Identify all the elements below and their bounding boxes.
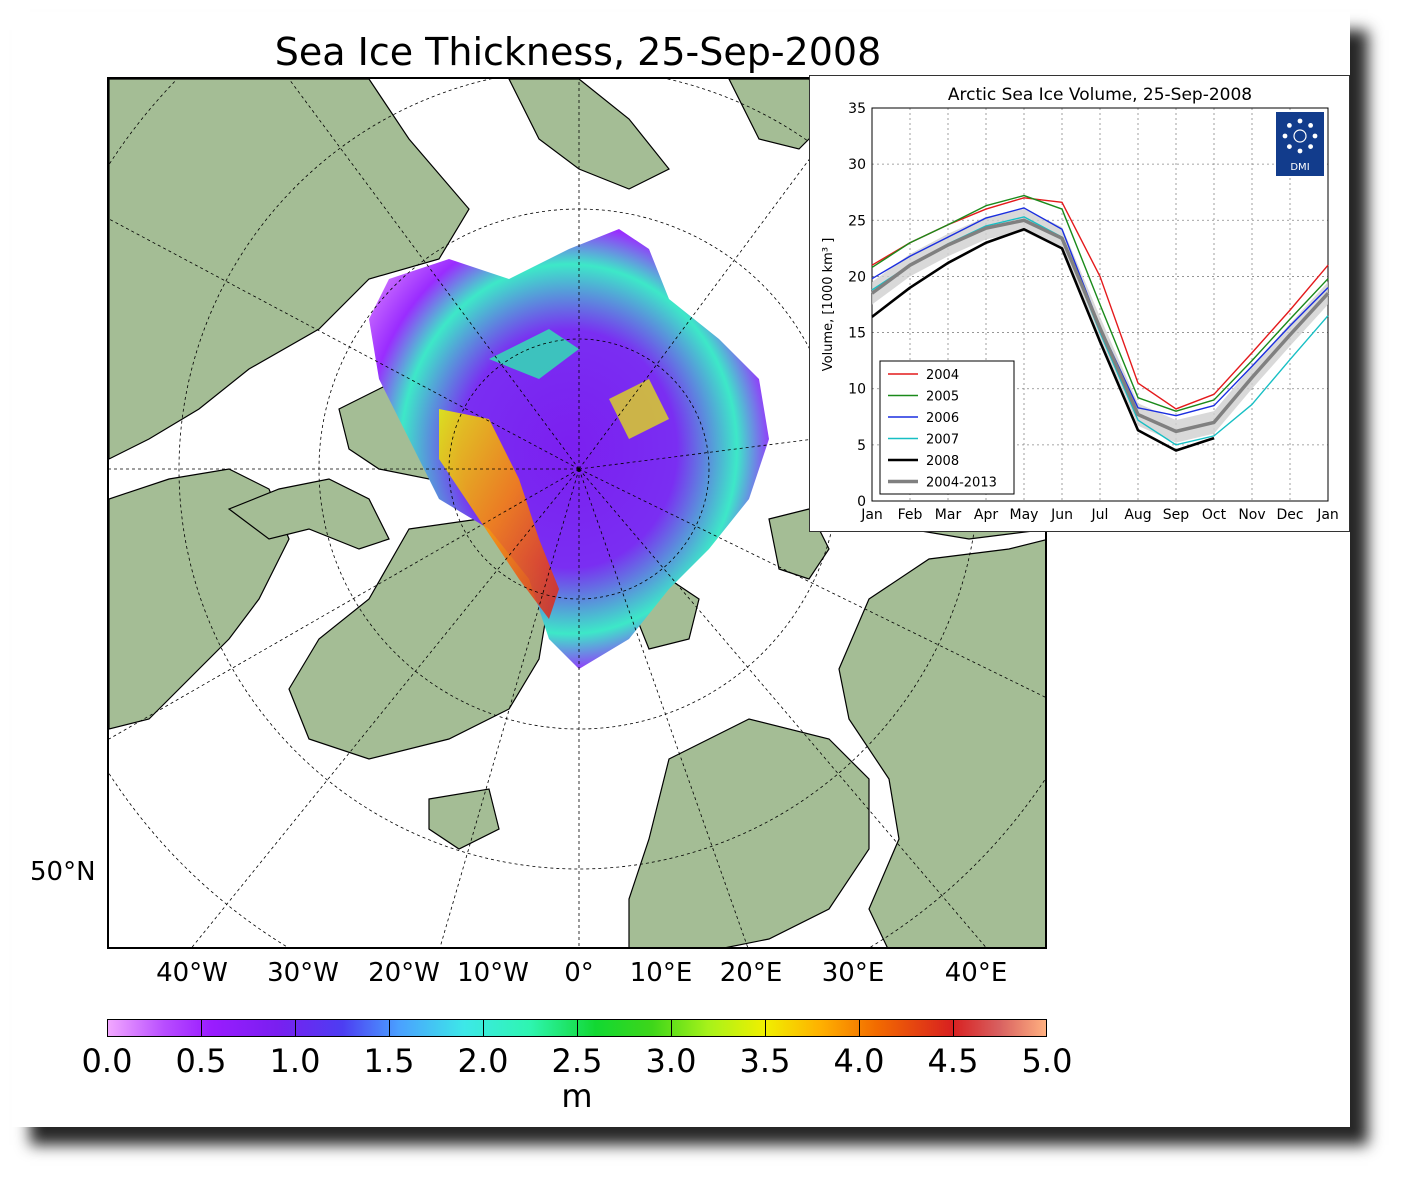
- lon-label-30e: 30°E: [821, 958, 885, 988]
- x-tick-label: Oct: [1202, 507, 1227, 523]
- dmi-logo-star: [1286, 144, 1292, 150]
- x-tick-label: Aug: [1124, 507, 1151, 523]
- legend-box: [879, 360, 1015, 495]
- volume-chart-inset: Arctic Sea Ice Volume, 25-Sep-2008 0 5 10 15…: [809, 75, 1350, 532]
- colorbar-label: 5.0: [1021, 1042, 1073, 1080]
- lon-label-20w: 20°W: [368, 958, 440, 988]
- y-tick-label: 0: [857, 494, 866, 510]
- colorbar-tick: [295, 1019, 296, 1037]
- x-tick-label: Jun: [1050, 507, 1073, 523]
- colorbar-tick: [953, 1019, 954, 1037]
- x-tick-label: Nov: [1238, 507, 1265, 523]
- colorbar-label: 0.0: [81, 1042, 133, 1080]
- dmi-logo-star: [1308, 122, 1314, 128]
- colorbar-label: 3.0: [645, 1042, 697, 1080]
- colorbar-label: 4.0: [833, 1042, 885, 1080]
- chart-title: Arctic Sea Ice Volume, 25-Sep-2008: [948, 85, 1252, 105]
- lon-label-0: 0°: [564, 958, 594, 988]
- y-tick-label: 5: [857, 438, 866, 454]
- dmi-logo-star: [1297, 118, 1303, 124]
- colorbar-label: 0.5: [175, 1042, 227, 1080]
- dmi-logo-star: [1297, 148, 1303, 154]
- legend-label: 2007: [926, 433, 959, 448]
- x-tick-label: May: [1010, 507, 1039, 523]
- colorbar-label: 2.0: [457, 1042, 509, 1080]
- legend-label: 2004: [926, 368, 959, 383]
- y-axis-label: Volume, [1000 km³ ]: [821, 238, 836, 372]
- lon-label-10w: 10°W: [457, 958, 529, 988]
- colorbar-label: 2.5: [551, 1042, 603, 1080]
- colorbar-label: 1.5: [363, 1042, 415, 1080]
- dmi-logo-text: DMI: [1290, 162, 1309, 173]
- dmi-logo-crown: [1293, 129, 1307, 143]
- legend-label: 2006: [926, 411, 959, 426]
- y-tick-label: 10: [848, 382, 866, 398]
- colorbar-tick: [577, 1019, 578, 1037]
- x-tick-label: Jan: [1316, 507, 1339, 523]
- legend-label: 2004-2013: [926, 476, 997, 491]
- legend-label: 2005: [926, 390, 959, 405]
- map-canvas: [109, 79, 1045, 947]
- x-tick-label: Dec: [1276, 507, 1303, 523]
- x-tick-label: Jul: [1091, 507, 1109, 523]
- sea-ice: [369, 229, 769, 669]
- volume-chart: Arctic Sea Ice Volume, 25-Sep-2008 0 5 10 15…: [821, 85, 1339, 523]
- x-tick-label: Sep: [1163, 507, 1190, 523]
- legend-label: 2008: [926, 454, 959, 469]
- colorbar-tick: [765, 1019, 766, 1037]
- dmi-logo-star: [1286, 122, 1292, 128]
- x-tick-label: Mar: [935, 507, 962, 523]
- map-title: Sea Ice Thickness, 25-Sep-2008: [274, 30, 882, 74]
- y-tick-label: 25: [848, 213, 866, 229]
- x-tick-label: Apr: [974, 507, 998, 523]
- colorbar-tick: [483, 1019, 484, 1037]
- lon-label-40w: 40°W: [156, 958, 228, 988]
- colorbar-tick: [201, 1019, 202, 1037]
- x-tick-label: Feb: [898, 507, 923, 523]
- colorbar-label: 3.5: [739, 1042, 791, 1080]
- dmi-logo-star: [1282, 133, 1288, 139]
- colorbar-tick: [389, 1019, 390, 1037]
- y-tick-label: 35: [848, 101, 866, 117]
- dmi-logo-star: [1308, 144, 1314, 150]
- colorbar-label: 4.5: [927, 1042, 979, 1080]
- series-line-2008: [871, 227, 1215, 452]
- colorbar-unit: m: [561, 1077, 593, 1115]
- series-line-2004-2013: [870, 218, 1330, 434]
- y-tick-label: 30: [848, 157, 866, 173]
- colorbar-label: 1.0: [269, 1042, 321, 1080]
- lon-label-40e: 40°E: [944, 958, 1008, 988]
- lon-label-30w: 30°W: [267, 958, 339, 988]
- x-tick-label: Jan: [860, 507, 883, 523]
- y-tick-label: 20: [848, 269, 866, 285]
- series-line-2005: [871, 194, 1329, 412]
- lat-label-50n: 50°N: [30, 857, 96, 887]
- y-tick-label: 15: [848, 326, 866, 342]
- lon-label-10e: 10°E: [629, 958, 693, 988]
- colorbar-tick: [671, 1019, 672, 1037]
- dmi-logo-star: [1312, 133, 1318, 139]
- lon-label-20e: 20°E: [719, 958, 783, 988]
- colorbar-tick: [859, 1019, 860, 1037]
